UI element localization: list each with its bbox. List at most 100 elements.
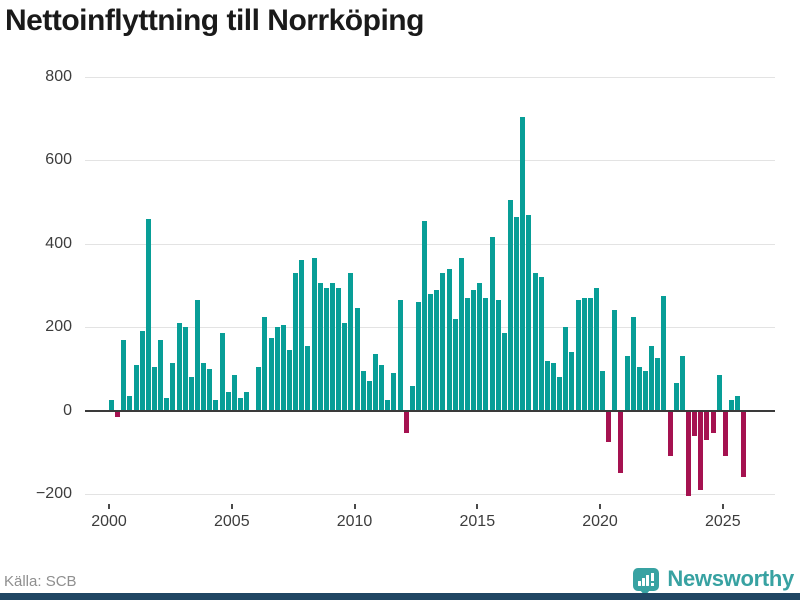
bar-2024Q3	[710, 410, 716, 434]
bar-2011Q1	[379, 364, 385, 411]
bar-2024Q2	[704, 410, 710, 440]
bar-2022Q4	[667, 410, 673, 457]
zero-axis-line	[85, 409, 775, 412]
bar-2023Q4	[692, 410, 698, 436]
y-axis-tick-label: 0	[63, 401, 72, 419]
x-axis-tick	[230, 504, 233, 509]
x-axis-tick	[108, 504, 110, 509]
bar-2012Q2	[409, 385, 415, 411]
bar-2006Q4	[274, 327, 280, 411]
bar-2004Q4	[225, 391, 231, 411]
bar-2015Q1	[477, 283, 483, 411]
bar-2014Q3	[465, 297, 470, 411]
bar-2021Q3	[636, 366, 642, 411]
x-axis-tick-label: 2005	[214, 513, 250, 530]
bar-2000Q1	[109, 400, 114, 411]
bar-2023Q3	[685, 410, 691, 496]
chart-title: Nettoinflyttning till Norrköping	[5, 4, 424, 37]
bar-chart-icon	[642, 577, 646, 586]
bar-2019Q1	[575, 300, 581, 411]
bar-2007Q2	[287, 350, 292, 411]
bar-chart-icon	[638, 580, 642, 586]
bar-2007Q4	[299, 260, 305, 411]
y-axis-tick-label: 800	[45, 67, 72, 85]
exclamation-icon	[651, 572, 655, 581]
bar-2018Q2	[557, 377, 562, 411]
bar-2020Q2	[606, 410, 612, 442]
bar-2003Q3	[194, 300, 200, 411]
bar-2001Q3	[145, 218, 151, 411]
bar-2001Q2	[139, 331, 145, 411]
source-label: Källa: SCB	[4, 573, 77, 590]
x-axis-tick-label: 2020	[582, 513, 618, 530]
x-axis-tick	[721, 504, 724, 509]
newsworthy-badge-icon	[633, 567, 660, 596]
bar-2008Q2	[311, 258, 317, 411]
bar-2009Q3	[342, 322, 348, 411]
bar-2010Q2	[360, 370, 366, 411]
bar-2011Q2	[385, 400, 391, 411]
bar-2014Q4	[471, 289, 477, 411]
bar-chart-icon	[646, 574, 650, 586]
bar-2015Q2	[483, 297, 489, 411]
bar-2002Q2	[164, 398, 170, 411]
bar-2003Q2	[188, 377, 194, 411]
bar-2011Q4	[397, 300, 403, 411]
bar-2011Q3	[391, 373, 397, 411]
exclamation-icon	[651, 582, 655, 586]
bar-2008Q1	[305, 345, 311, 411]
bar-2004Q1	[207, 368, 213, 411]
y-axis-tick-label: 600	[45, 151, 72, 169]
bar-2013Q4	[446, 268, 452, 411]
bar-2019Q3	[587, 297, 593, 411]
bar-2007Q1	[280, 325, 286, 411]
newsworthy-logo[interactable]: Newsworthy	[633, 566, 794, 596]
x-axis-tick	[353, 504, 356, 509]
y-axis-tick-label: −200	[35, 484, 72, 502]
bar-2000Q2	[115, 410, 121, 417]
bar-2013Q1	[428, 293, 434, 411]
bar-2019Q4	[593, 287, 599, 411]
bar-2013Q3	[440, 272, 446, 411]
bar-2025Q4	[741, 410, 747, 478]
bar-2010Q1	[354, 308, 360, 411]
bar-2025Q1	[722, 410, 728, 457]
x-axis-tick	[476, 504, 479, 509]
bar-2025Q3	[735, 395, 740, 411]
newsworthy-wordmark: Newsworthy	[667, 566, 794, 591]
bar-2013Q2	[434, 289, 440, 411]
bar-2017Q2	[532, 272, 538, 411]
bar-2015Q3	[489, 237, 495, 411]
bar-2016Q2	[507, 199, 513, 411]
bar-2009Q1	[330, 283, 335, 411]
bar-2002Q3	[170, 362, 176, 411]
bar-2022Q3	[661, 295, 667, 411]
bar-2004Q3	[219, 333, 225, 411]
bar-2002Q1	[158, 339, 164, 411]
bar-2025Q2	[728, 400, 734, 411]
y-axis-tick-label: 400	[45, 234, 72, 252]
bar-2023Q1	[673, 383, 679, 411]
gridline	[85, 243, 775, 245]
bar-2024Q4	[716, 375, 722, 411]
bar-2014Q1	[452, 318, 458, 411]
bar-2008Q3	[317, 283, 323, 411]
bar-2017Q4	[544, 360, 550, 411]
bar-2001Q4	[152, 366, 157, 411]
bar-2007Q3	[293, 272, 299, 411]
bar-2006Q2	[262, 316, 268, 411]
bar-2006Q3	[268, 337, 274, 411]
bar-2020Q3	[612, 310, 618, 411]
bar-2010Q4	[372, 354, 378, 411]
bar-2024Q1	[698, 410, 704, 490]
bar-2005Q2	[237, 398, 243, 411]
gridline	[85, 76, 775, 78]
bar-2003Q4	[201, 362, 207, 411]
bar-2000Q3	[121, 339, 127, 411]
bar-2012Q3	[415, 302, 421, 411]
bar-2004Q2	[213, 400, 219, 411]
x-axis-tick	[599, 504, 601, 509]
bar-2001Q1	[133, 364, 139, 411]
bottom-accent-bar	[0, 593, 800, 600]
x-axis-tick-label: 2025	[705, 513, 741, 530]
